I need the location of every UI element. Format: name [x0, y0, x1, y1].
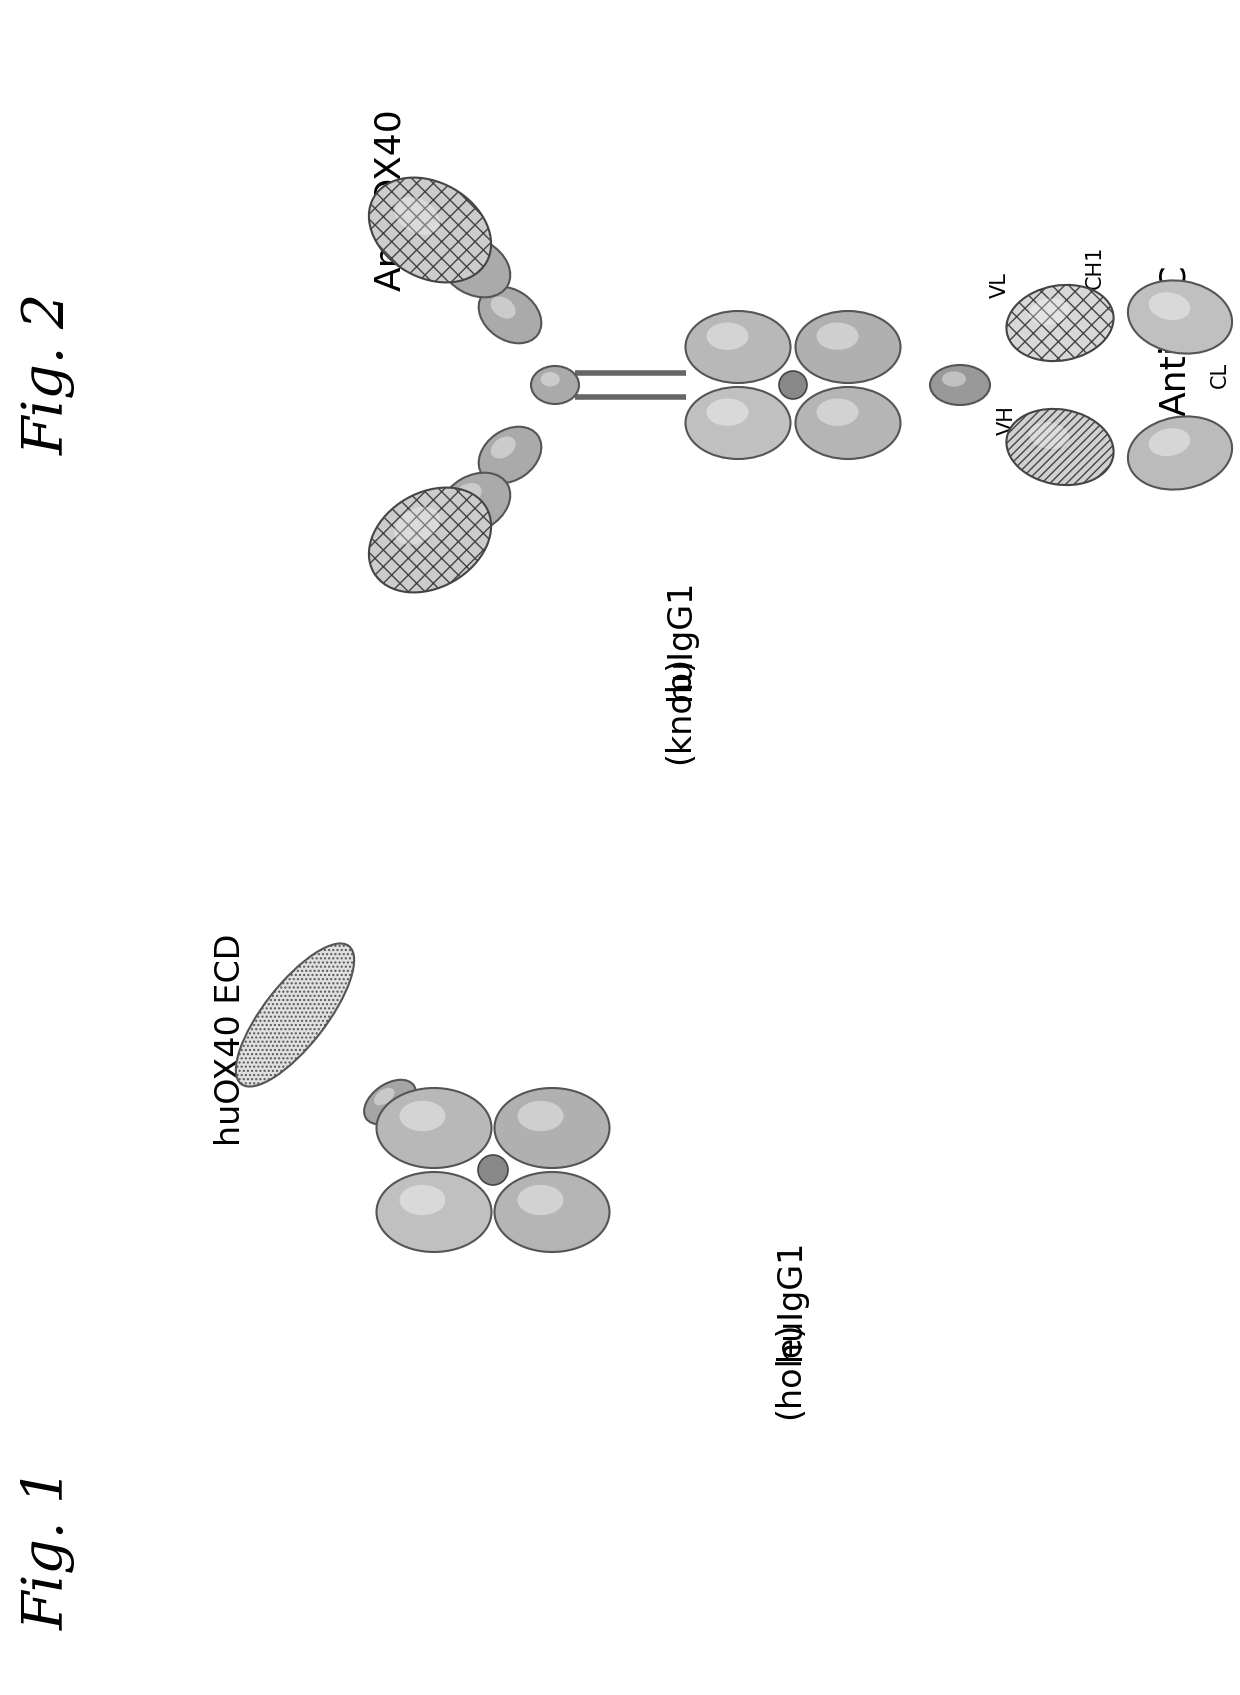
Ellipse shape [491, 437, 516, 459]
Text: huIgG1: huIgG1 [663, 580, 697, 700]
Ellipse shape [454, 483, 481, 507]
Ellipse shape [531, 366, 579, 403]
Ellipse shape [517, 1185, 563, 1215]
Ellipse shape [491, 297, 516, 319]
Ellipse shape [370, 488, 491, 593]
Ellipse shape [816, 398, 858, 425]
Ellipse shape [477, 1154, 508, 1185]
Ellipse shape [1029, 298, 1070, 325]
Text: (hole): (hole) [774, 1322, 806, 1419]
Ellipse shape [707, 322, 749, 349]
Ellipse shape [707, 398, 749, 425]
Ellipse shape [1148, 429, 1190, 456]
Text: Fig. 1: Fig. 1 [21, 1468, 76, 1631]
Ellipse shape [377, 1171, 491, 1253]
Ellipse shape [1029, 422, 1070, 449]
Ellipse shape [236, 944, 355, 1086]
Ellipse shape [377, 1088, 491, 1168]
Text: (knob): (knob) [663, 656, 697, 764]
Ellipse shape [454, 247, 481, 271]
Ellipse shape [374, 1088, 394, 1105]
Text: Anti-OX40: Anti-OX40 [373, 108, 407, 292]
Ellipse shape [1128, 280, 1233, 354]
Ellipse shape [399, 1100, 445, 1131]
Ellipse shape [541, 373, 559, 386]
Ellipse shape [930, 364, 990, 405]
Ellipse shape [796, 386, 900, 459]
Ellipse shape [517, 1100, 563, 1131]
Text: huOX40 ECD: huOX40 ECD [213, 934, 247, 1146]
Ellipse shape [495, 1088, 610, 1168]
Ellipse shape [495, 1171, 610, 1253]
Ellipse shape [816, 322, 858, 349]
Ellipse shape [479, 427, 542, 483]
Ellipse shape [686, 310, 791, 383]
Ellipse shape [440, 473, 511, 534]
Ellipse shape [479, 286, 542, 344]
Ellipse shape [1007, 408, 1114, 485]
Ellipse shape [942, 371, 966, 386]
Ellipse shape [1007, 285, 1114, 361]
Text: VL: VL [990, 273, 1011, 298]
Ellipse shape [399, 1185, 445, 1215]
Ellipse shape [779, 371, 807, 398]
Ellipse shape [686, 386, 791, 459]
Ellipse shape [394, 507, 440, 544]
Ellipse shape [1148, 292, 1190, 320]
Text: VH: VH [997, 405, 1017, 436]
Text: CL: CL [1210, 363, 1230, 388]
Text: huIgG1: huIgG1 [774, 1239, 806, 1359]
Ellipse shape [1128, 417, 1233, 490]
Ellipse shape [365, 1080, 415, 1124]
Text: CH1: CH1 [1085, 246, 1105, 288]
Ellipse shape [394, 197, 440, 234]
Ellipse shape [796, 310, 900, 383]
Ellipse shape [370, 178, 491, 283]
Text: Fig. 2: Fig. 2 [21, 293, 76, 454]
Text: Anti-TnC: Anti-TnC [1158, 264, 1192, 415]
Ellipse shape [440, 237, 511, 297]
